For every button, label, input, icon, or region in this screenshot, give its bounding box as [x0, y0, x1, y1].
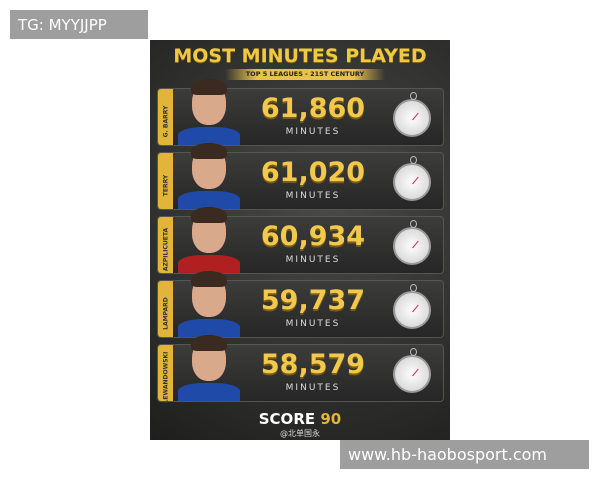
player-photo [178, 143, 240, 209]
player-row: LAMPARD 59,737 MINUTES [157, 271, 444, 338]
minutes-value: 61,020 [260, 157, 366, 188]
player-row: TERRY 61,020 MINUTES [157, 143, 444, 210]
score90-logo: SCORE 90 [150, 410, 450, 428]
player-name: LAMPARD [162, 297, 170, 330]
player-name: G. BARRY [162, 105, 170, 138]
player-row: AZPILICUETA 60,934 MINUTES [157, 207, 444, 274]
logo-text: SCORE [258, 410, 316, 428]
minutes-value: 59,737 [260, 285, 366, 316]
player-name: AZPILICUETA [162, 227, 170, 272]
minutes-label: MINUTES [285, 319, 341, 329]
stopwatch-icon [393, 220, 431, 265]
logo-number: 90 [320, 410, 342, 428]
watermark-top-left: TG: MYYJJPP [10, 10, 148, 39]
stopwatch-icon [393, 348, 431, 393]
player-photo [178, 271, 240, 337]
stopwatch-icon [393, 284, 431, 329]
minutes-value: 58,579 [260, 349, 366, 380]
name-tab: G. BARRY [158, 89, 173, 145]
minutes-value: 60,934 [260, 221, 366, 252]
minutes-value: 61,860 [260, 93, 366, 124]
name-tab: LEWANDOWSKI [158, 345, 173, 403]
player-name: LEWANDOWSKI [162, 351, 170, 404]
infographic-title: MOST MINUTES PLAYED [173, 45, 427, 67]
name-tab: AZPILICUETA [158, 217, 173, 273]
player-photo [178, 335, 240, 401]
name-tab: LAMPARD [158, 281, 173, 337]
infographic: MOST MINUTES PLAYED TOP 5 LEAGUES - 21ST… [150, 40, 450, 440]
minutes-label: MINUTES [285, 255, 341, 265]
stopwatch-icon [393, 156, 431, 201]
minutes-label: MINUTES [285, 383, 341, 393]
stopwatch-icon [393, 92, 431, 137]
player-photo [178, 79, 240, 145]
player-name: TERRY [162, 174, 170, 197]
watermark-site-url: www.hb-haobosport.com [340, 440, 589, 469]
player-row: G. BARRY 61,860 MINUTES [157, 79, 444, 146]
name-tab: TERRY [158, 153, 173, 209]
minutes-label: MINUTES [285, 191, 341, 201]
player-row: LEWANDOWSKI 58,579 MINUTES [157, 335, 444, 403]
infographic-subtitle: TOP 5 LEAGUES - 21ST CENTURY [225, 69, 385, 80]
player-photo [178, 207, 240, 273]
minutes-label: MINUTES [285, 127, 341, 137]
weibo-watermark: @北单国永 [280, 429, 320, 438]
